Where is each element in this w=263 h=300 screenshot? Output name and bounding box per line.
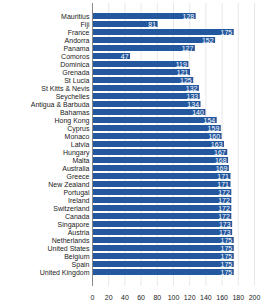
svg-text:Malta: Malta — [72, 157, 89, 164]
svg-text:172: 172 — [218, 189, 230, 196]
svg-text:Grenada: Grenada — [62, 69, 89, 76]
svg-text:173: 173 — [219, 229, 231, 236]
svg-text:Dominica: Dominica — [60, 61, 89, 68]
svg-text:Bahamas: Bahamas — [60, 109, 90, 116]
svg-text:Belgium: Belgium — [64, 253, 89, 261]
svg-text:80: 80 — [153, 294, 161, 300]
svg-text:Panama: Panama — [63, 45, 89, 52]
svg-text:France: France — [68, 29, 90, 36]
svg-text:Ireland: Ireland — [68, 197, 90, 204]
svg-text:175: 175 — [221, 237, 233, 244]
svg-text:47: 47 — [121, 53, 129, 60]
svg-text:160: 160 — [216, 294, 228, 300]
svg-text:180: 180 — [232, 294, 244, 300]
svg-text:Latvia: Latvia — [71, 141, 90, 148]
svg-text:Monaco: Monaco — [65, 133, 90, 140]
svg-text:St Kitts & Nevis: St Kitts & Nevis — [41, 85, 90, 92]
svg-text:St Lucia: St Lucia — [64, 77, 89, 84]
svg-text:Mauritius: Mauritius — [61, 13, 90, 20]
svg-text:172: 172 — [218, 205, 230, 212]
svg-text:Hong Kong: Hong Kong — [54, 117, 89, 125]
svg-text:175: 175 — [221, 245, 233, 252]
svg-text:172: 172 — [218, 213, 230, 220]
svg-text:Singapore: Singapore — [58, 221, 90, 229]
svg-text:Spain: Spain — [72, 261, 90, 269]
svg-text:133: 133 — [187, 93, 199, 100]
svg-text:171: 171 — [217, 173, 229, 180]
svg-text:Netherlands: Netherlands — [52, 237, 90, 244]
svg-text:200: 200 — [249, 294, 261, 300]
svg-text:171: 171 — [217, 181, 229, 188]
svg-text:159: 159 — [208, 125, 220, 132]
svg-text:169: 169 — [216, 165, 228, 172]
svg-text:140: 140 — [200, 294, 212, 300]
svg-text:127: 127 — [182, 45, 194, 52]
svg-text:United States: United States — [47, 245, 90, 252]
svg-text:100: 100 — [168, 294, 180, 300]
svg-text:Fiji: Fiji — [81, 21, 90, 29]
svg-text:120: 120 — [184, 294, 196, 300]
svg-text:New Zealand: New Zealand — [48, 181, 89, 188]
svg-text:Cyprus: Cyprus — [67, 125, 90, 133]
svg-text:Hungary: Hungary — [63, 149, 90, 157]
svg-text:United Kingdom: United Kingdom — [40, 269, 90, 277]
svg-text:Canada: Canada — [65, 213, 90, 220]
svg-text:Greece: Greece — [67, 173, 90, 180]
svg-text:Comoros: Comoros — [61, 53, 90, 60]
svg-text:121: 121 — [177, 69, 189, 76]
svg-text:60: 60 — [137, 294, 145, 300]
svg-text:160: 160 — [208, 133, 220, 140]
svg-text:152: 152 — [202, 37, 214, 44]
svg-text:140: 140 — [192, 109, 204, 116]
svg-text:154: 154 — [204, 117, 216, 124]
svg-text:Australia: Australia — [62, 165, 89, 172]
svg-text:175: 175 — [221, 29, 233, 36]
svg-text:134: 134 — [187, 101, 199, 108]
svg-text:172: 172 — [218, 197, 230, 204]
svg-text:168: 168 — [215, 157, 227, 164]
svg-text:20: 20 — [105, 294, 113, 300]
svg-text:132: 132 — [186, 85, 198, 92]
svg-text:125: 125 — [180, 77, 192, 84]
svg-text:173: 173 — [219, 221, 231, 228]
svg-text:Seychelles: Seychelles — [56, 93, 90, 101]
svg-text:175: 175 — [221, 261, 233, 268]
svg-text:167: 167 — [214, 149, 226, 156]
svg-text:175: 175 — [221, 253, 233, 260]
svg-text:175: 175 — [221, 269, 233, 276]
svg-text:81: 81 — [148, 21, 156, 28]
svg-text:163: 163 — [211, 141, 223, 148]
svg-text:Switzerland: Switzerland — [53, 205, 89, 212]
svg-text:128: 128 — [182, 13, 194, 20]
svg-text:Portugal: Portugal — [63, 189, 90, 197]
svg-text:Andorra: Andorra — [65, 37, 90, 44]
svg-text:Antigua & Barbuda: Antigua & Barbuda — [31, 101, 90, 109]
svg-text:Austria: Austria — [68, 229, 90, 236]
svg-text:40: 40 — [121, 294, 129, 300]
svg-text:119: 119 — [176, 61, 187, 68]
svg-text:0: 0 — [91, 294, 95, 300]
